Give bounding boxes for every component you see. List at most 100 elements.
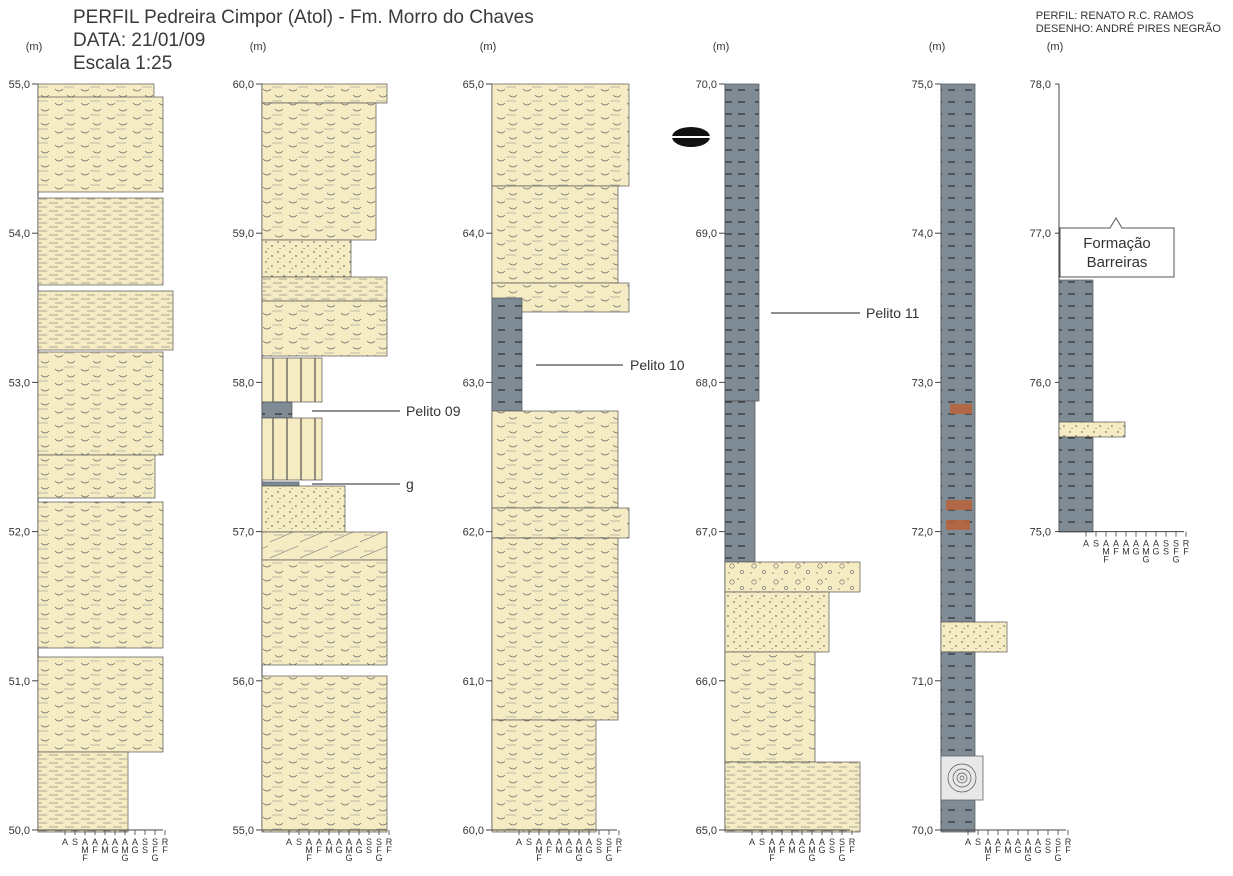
grain-scale-label: A — [1083, 539, 1089, 549]
depth-tick-label: 70,0 — [696, 79, 717, 91]
grain-scale-label: F — [376, 845, 382, 855]
grain-scale-label: G — [1142, 555, 1149, 565]
grain-scale-label: A — [346, 837, 352, 847]
profile-column-3: (m)65,064,063,062,061,060,0A S AMFAFAMAGAM… — [463, 41, 630, 863]
grain-scale-label: F — [92, 845, 98, 855]
grain-scale-label: M — [325, 845, 333, 855]
grain-scale-label: A — [769, 837, 775, 847]
bed-layer — [261, 401, 293, 419]
grain-scale-label: M — [1122, 547, 1130, 557]
bed-layer — [37, 290, 174, 351]
grain-scale-label: G — [1152, 547, 1159, 557]
grain-scale-label: M — [984, 845, 992, 855]
depth-tick-label: 69,0 — [696, 228, 717, 240]
grain-scale-label: A — [112, 837, 118, 847]
bed-layer — [261, 239, 352, 278]
bed-layer — [491, 185, 619, 284]
grain-scale-label: G — [1054, 853, 1061, 863]
grain-scale-label: A — [1005, 837, 1011, 847]
grain-scale-label: R — [849, 837, 856, 847]
depth-tick-label: 68,0 — [696, 377, 717, 389]
depth-tick-label: 57,0 — [233, 527, 254, 539]
grain-scale-label: S — [72, 837, 78, 847]
grain-scale-label: A — [819, 837, 825, 847]
grain-scale-label: A — [1133, 539, 1139, 549]
grain-scale-label: F — [162, 845, 168, 855]
grain-scale-label: A — [1025, 837, 1031, 847]
grain-scale-label: G — [818, 845, 825, 855]
depth-tick-label: 77,0 — [1030, 228, 1051, 240]
bed-layer — [724, 651, 816, 763]
concretion-symbol — [940, 755, 984, 801]
grain-scale-label: G — [1014, 845, 1021, 855]
bed-layer — [1058, 421, 1126, 438]
grain-scale-label: A — [536, 837, 542, 847]
grain-scale-label: R — [386, 837, 393, 847]
bed-layer — [261, 531, 388, 561]
grain-scale-label: F — [616, 845, 622, 855]
bed-layer — [37, 501, 164, 649]
grain-scale-label: M — [101, 845, 109, 855]
depth-tick-label: 60,0 — [233, 79, 254, 91]
bed-layer — [261, 300, 388, 357]
grain-scale-label: S — [1163, 547, 1169, 557]
bed-layer — [491, 410, 619, 509]
bed-layer — [261, 357, 323, 403]
bed-layer — [724, 83, 760, 402]
grain-scale-label: F — [779, 845, 785, 855]
grain-scale-label: F — [306, 853, 312, 863]
grain-scale-label: F — [995, 845, 1001, 855]
unit-label: (m) — [250, 41, 267, 53]
depth-tick-label: 71,0 — [912, 676, 933, 688]
grain-scale-label: G — [585, 845, 592, 855]
grain-scale-label: F — [1183, 547, 1189, 557]
oxide-lens — [946, 500, 972, 510]
grain-scale-label: M — [1024, 845, 1032, 855]
grain-scale-label: G — [375, 853, 382, 863]
oxide-lens — [946, 520, 970, 530]
grain-scale-label: A — [102, 837, 108, 847]
grain-scale-label: A — [356, 837, 362, 847]
bed-layer — [1058, 279, 1094, 423]
grain-scale-label: A — [326, 837, 332, 847]
depth-tick-label: 65,0 — [463, 79, 484, 91]
grain-scale-label: A — [576, 837, 582, 847]
grain-scale-label: S — [366, 837, 372, 847]
grain-scale-label: S — [142, 837, 148, 847]
profile-column-5: (m)75,074,073,072,071,070,0A S AMFAFAMAGAM… — [912, 41, 1072, 863]
depth-tick-label: 65,0 — [696, 825, 717, 837]
bed-layer — [491, 719, 597, 833]
grain-scale-label: A — [1153, 539, 1159, 549]
grain-scale-label: F — [386, 845, 392, 855]
grain-scale-label: S — [1045, 837, 1051, 847]
concretion-ring — [956, 772, 968, 784]
depth-tick-label: 75,0 — [912, 79, 933, 91]
grain-scale-label: G — [1024, 853, 1031, 863]
bed-layer — [940, 651, 976, 833]
grain-scale-label: A — [1123, 539, 1129, 549]
bed-layer — [724, 561, 861, 593]
depth-tick-label: 63,0 — [463, 377, 484, 389]
depth-tick-label: 52,0 — [9, 527, 30, 539]
bed-layer — [261, 485, 346, 533]
grain-scale-label: R — [1065, 837, 1072, 847]
grain-scale-label: G — [605, 853, 612, 863]
depth-tick-label: 53,0 — [9, 377, 30, 389]
grain-scale-label: S — [1173, 539, 1179, 549]
grain-scale-label: A — [1113, 539, 1119, 549]
grain-scale-label: S — [526, 837, 532, 847]
depth-tick-label: 62,0 — [463, 527, 484, 539]
grain-scale-label: M — [535, 845, 543, 855]
depth-tick-label: 61,0 — [463, 676, 484, 688]
g-label: g — [406, 476, 414, 492]
grain-scale-label: M — [81, 845, 89, 855]
grain-scale-label: S — [142, 845, 148, 855]
grain-scale-label: A — [546, 837, 552, 847]
grain-scale-label: G — [1034, 845, 1041, 855]
bed-layer — [37, 96, 164, 193]
grain-scale-label: S — [759, 837, 765, 847]
bed-layer — [491, 507, 630, 539]
grain-scale-label: G — [335, 845, 342, 855]
bed-layer — [37, 751, 129, 833]
bed-layer — [491, 83, 630, 187]
